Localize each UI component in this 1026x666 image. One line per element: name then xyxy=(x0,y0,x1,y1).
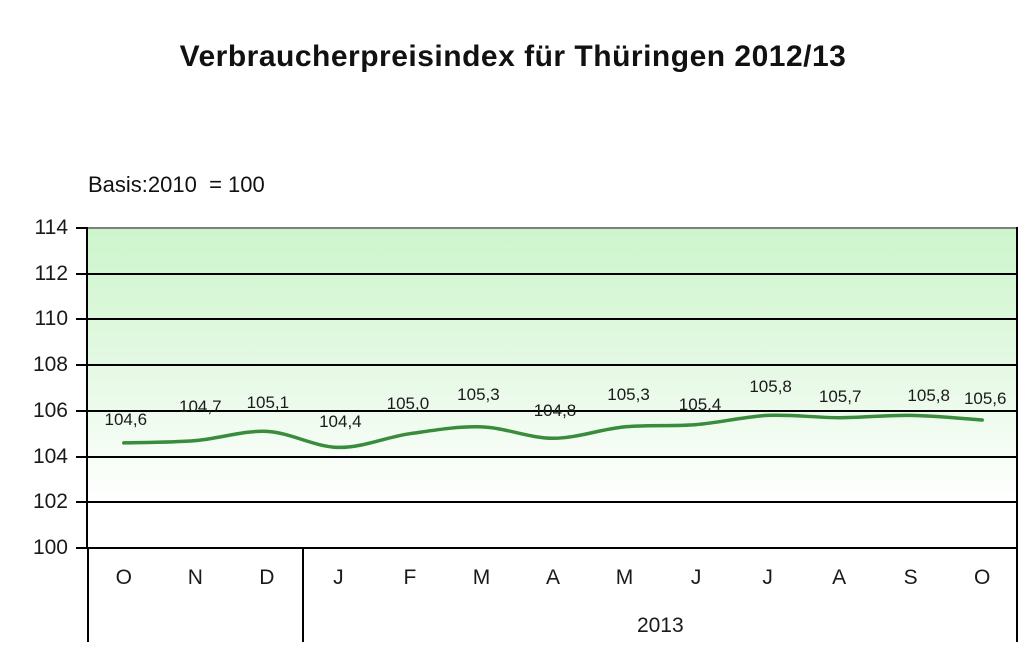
chart-title: Verbraucherpreisindex für Thüringen 2012… xyxy=(179,40,847,73)
data-label: 105,8 xyxy=(907,386,950,406)
data-label: 105,7 xyxy=(818,386,862,406)
data-label: 104,6 xyxy=(104,409,148,429)
x-axis-label: M xyxy=(615,566,634,589)
gridline xyxy=(88,409,1018,412)
y-axis-tick xyxy=(76,318,88,321)
basis-label: Basis:2010 = 100 xyxy=(88,172,265,197)
y-axis-tick xyxy=(76,409,88,412)
y-axis-label: 102 xyxy=(32,490,68,514)
gridline xyxy=(88,364,1018,367)
x-axis-label: S xyxy=(903,566,918,589)
x-axis-label: A xyxy=(545,566,560,589)
data-label: 105,8 xyxy=(749,377,792,397)
plot-border-top xyxy=(88,227,1018,229)
data-label: 104,7 xyxy=(179,396,222,416)
plot-border-right xyxy=(1016,227,1018,549)
x-axis-group-label-2013: 2013 xyxy=(636,614,684,637)
x-axis-label: A xyxy=(832,566,847,589)
y-axis-label: 100 xyxy=(32,536,68,559)
category-separator xyxy=(301,548,304,642)
x-axis-label: O xyxy=(115,566,132,589)
data-label: 104,8 xyxy=(533,401,577,421)
x-axis-label: J xyxy=(690,566,702,589)
y-axis-tick xyxy=(76,455,88,458)
x-axis-label: M xyxy=(472,566,491,589)
data-label: 105,4 xyxy=(678,394,722,414)
y-axis-label: 110 xyxy=(34,307,68,331)
data-label: 105,3 xyxy=(457,384,500,404)
x-axis-label: F xyxy=(403,566,417,589)
y-axis-label: 114 xyxy=(34,216,68,239)
data-label: 105,6 xyxy=(963,389,1007,408)
data-label: 105,3 xyxy=(607,384,650,404)
data-label: 105,1 xyxy=(246,393,290,413)
y-axis-label: 112 xyxy=(34,261,68,285)
y-axis-tick xyxy=(76,547,88,549)
x-axis-label: O xyxy=(974,566,991,589)
gridline xyxy=(88,272,1018,275)
gridline xyxy=(88,455,1018,458)
gridline xyxy=(88,318,1018,321)
plot-area xyxy=(88,228,1018,548)
data-label: 104,4 xyxy=(319,412,362,432)
y-axis-label: 104 xyxy=(32,444,68,468)
gridline xyxy=(88,501,1018,504)
data-label: 105,0 xyxy=(386,393,430,413)
y-axis-line xyxy=(86,227,88,549)
x-axis-label: D xyxy=(259,566,275,589)
y-axis-tick xyxy=(76,501,88,504)
x-axis-label: J xyxy=(333,566,344,589)
y-axis-label: 106 xyxy=(32,398,68,422)
y-axis-tick xyxy=(76,272,88,275)
x-axis-label: J xyxy=(762,566,773,589)
y-axis-tick xyxy=(76,364,88,367)
x-axis-label: N xyxy=(187,566,203,589)
x-axis-line xyxy=(76,547,1018,549)
y-axis-label: 108 xyxy=(32,353,68,377)
y-axis-tick xyxy=(76,227,88,229)
category-separator xyxy=(87,548,89,642)
category-separator xyxy=(1016,548,1018,642)
